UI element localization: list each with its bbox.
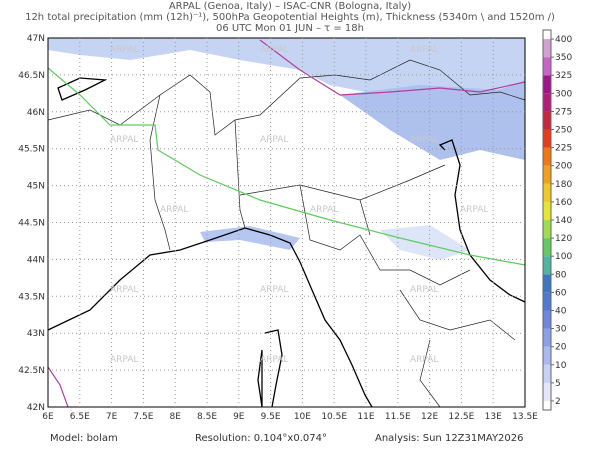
lon-label: 11.5E <box>385 412 411 422</box>
watermark: ARPAL <box>410 135 438 145</box>
watermark: ARPAL <box>410 45 438 55</box>
colorbar-segment <box>543 274 551 293</box>
colorbar-segment <box>543 57 551 76</box>
colorbar-label: 200 <box>555 162 572 172</box>
watermark: ARPAL <box>310 205 338 215</box>
watermark: ARPAL <box>410 355 438 365</box>
colorbar-segment <box>543 201 551 220</box>
borders <box>47 59 526 408</box>
colorbar-label: 5 <box>555 379 561 389</box>
colorbar-segment <box>543 220 551 239</box>
watermark: ARPAL <box>460 205 488 215</box>
colorbar-segment <box>543 147 551 166</box>
watermark: ARPAL <box>410 285 438 295</box>
geopotential-contour <box>259 39 526 96</box>
thickness-contour <box>47 67 526 266</box>
colorbar-label: 160 <box>555 198 572 208</box>
lat-label: 46N <box>27 108 45 118</box>
lat-label: 43.5N <box>18 292 45 302</box>
watermark: ARPAL <box>110 135 138 145</box>
header-line: ARPAL (Genoa, Italy) – ISAC-CNR (Bologna… <box>169 1 411 12</box>
lon-label: 8E <box>169 412 181 422</box>
lat-label: 42.5N <box>18 366 45 376</box>
colorbar-segment <box>543 292 551 311</box>
lat-label: 45N <box>27 182 45 192</box>
lon-label: 11E <box>357 412 374 422</box>
lat-label: 44.5N <box>18 219 45 229</box>
colorbar-label: 10 <box>555 361 567 371</box>
colorbar-label: 100 <box>555 252 572 262</box>
lon-label: 9E <box>233 412 245 422</box>
colorbar-segment <box>543 39 551 58</box>
colorbar-label: 250 <box>555 126 572 136</box>
lat-label: 42N <box>27 403 45 413</box>
header-line: 06 UTC Mon 01 JUN – τ = 18h <box>216 23 364 34</box>
colorbar-label: 20 <box>555 343 567 353</box>
colorbar-label: 180 <box>555 180 572 190</box>
lon-label: 9.5E <box>261 412 281 422</box>
colorbar-label: 300 <box>555 89 572 99</box>
lon-label: 6.5E <box>70 412 90 422</box>
colorbar-label: 275 <box>555 107 572 117</box>
coastline <box>47 77 526 408</box>
colorbar-segment <box>543 165 551 184</box>
geopotential-contour <box>47 366 69 408</box>
lon-label: 10E <box>294 412 311 422</box>
colorbar-label: 325 <box>555 71 572 81</box>
lat-label: 43N <box>27 329 45 339</box>
colorbar-label: 30 <box>555 325 567 335</box>
colorbar-label: 120 <box>555 234 572 244</box>
colorbar-label: 60 <box>555 288 567 298</box>
colorbar-segment <box>543 382 551 401</box>
footer-analysis: Analysis: Sun 12Z31MAY2026 <box>375 433 524 444</box>
colorbar-segment <box>543 238 551 257</box>
watermark: ARPAL <box>110 355 138 365</box>
lat-label: 46.5N <box>18 71 45 81</box>
footer-resolution: Resolution: 0.104°x0.074° <box>195 433 327 444</box>
colorbar-segment <box>543 75 551 94</box>
lon-label: 12.5E <box>449 412 475 422</box>
lat-label: 44N <box>27 255 45 265</box>
watermark: ARPAL <box>260 45 288 55</box>
lon-label: 7.5E <box>133 412 153 422</box>
lon-label: 7E <box>106 412 118 422</box>
colorbar-segment <box>543 93 551 112</box>
footer-model: Model: bolam <box>50 433 118 444</box>
colorbar-segment <box>543 346 551 365</box>
colorbar-segment <box>543 328 551 347</box>
lon-label: 12E <box>421 412 438 422</box>
colorbar-label: 350 <box>555 53 572 63</box>
colorbar-segment <box>543 111 551 130</box>
watermark: ARPAL <box>160 205 188 215</box>
lon-label: 10.5E <box>321 412 347 422</box>
watermark: ARPAL <box>260 135 288 145</box>
colorbar-label: 80 <box>555 270 567 280</box>
colorbar-label: 225 <box>555 144 572 154</box>
colorbar-label: 400 <box>555 35 572 45</box>
colorbar-label: 140 <box>555 216 572 226</box>
watermark: ARPAL <box>110 285 138 295</box>
watermark: ARPAL <box>110 45 138 55</box>
colorbar-segment <box>543 183 551 202</box>
colorbar-segment <box>543 129 551 148</box>
colorbar-label: 40 <box>555 306 567 316</box>
lon-label: 13E <box>485 412 502 422</box>
lon-label: 8.5E <box>197 412 217 422</box>
colorbar-segment <box>543 364 551 383</box>
colorbar-segment <box>543 256 551 275</box>
colorbar-segment <box>543 310 551 329</box>
watermark: ARPAL <box>260 355 288 365</box>
lat-label: 45.5N <box>18 145 45 155</box>
precipitation <box>48 38 525 260</box>
colorbar-label: 2 <box>555 397 561 407</box>
lon-label: 13.5E <box>512 412 538 422</box>
lon-label: 6E <box>42 412 54 422</box>
header-line: 12h total precipitation (mm (12h)⁻¹), 50… <box>25 12 555 23</box>
watermark: ARPAL <box>260 285 288 295</box>
lat-label: 47N <box>27 34 45 44</box>
